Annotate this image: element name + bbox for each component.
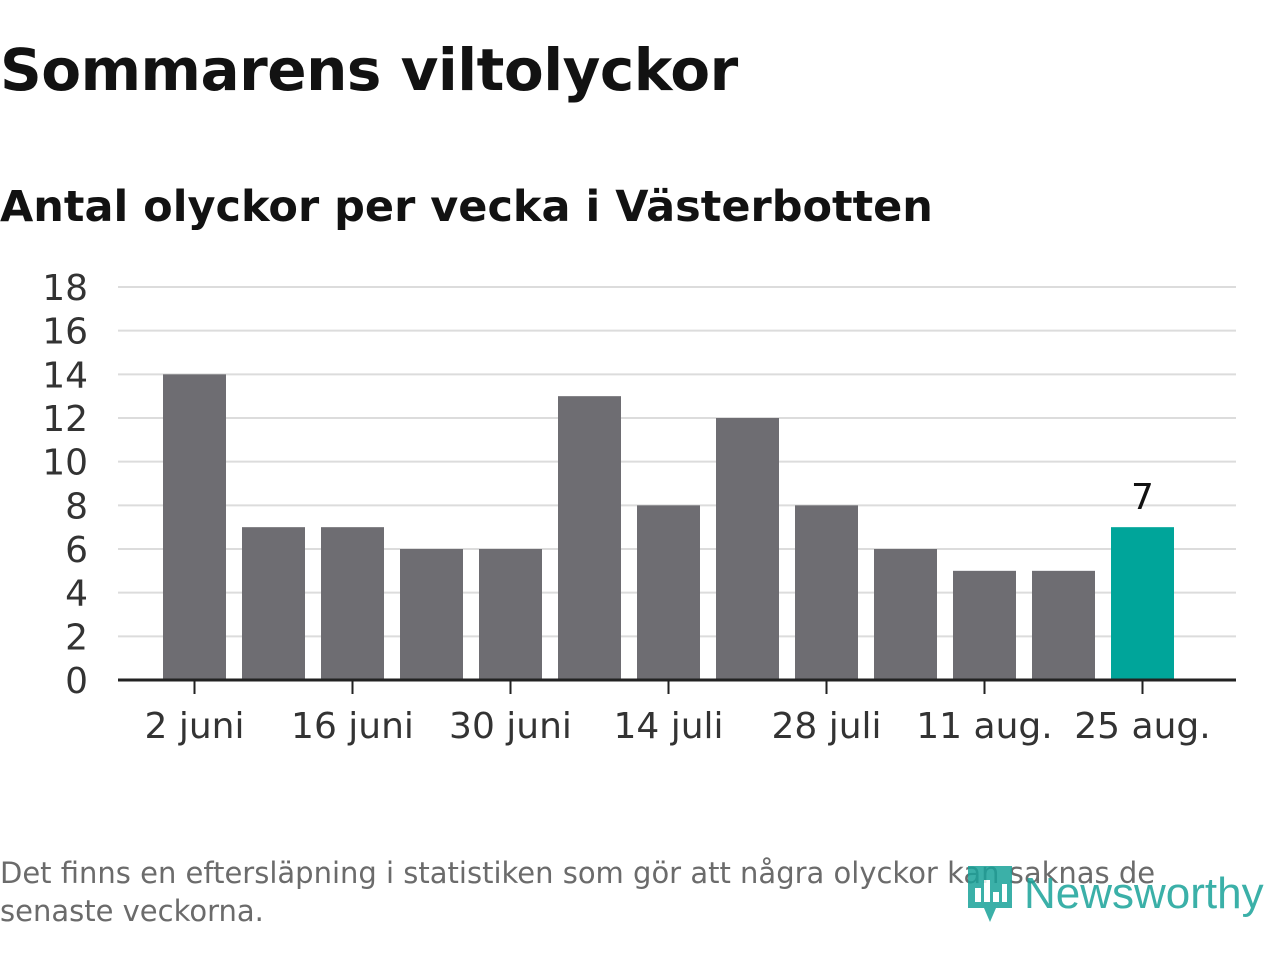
bar (637, 505, 700, 680)
x-tick-label: 30 juni (449, 706, 572, 747)
footnote: Det finns en eftersläpning i statistiken… (0, 856, 1156, 928)
y-tick-label: 6 (65, 530, 88, 571)
bar (400, 549, 463, 680)
data-label: 7 (1131, 477, 1154, 518)
bar (795, 505, 858, 680)
bar (716, 418, 779, 680)
chart-title: Sommarens viltolyckor (0, 36, 738, 104)
x-tick-label: 25 aug. (1074, 706, 1210, 747)
y-tick-label: 18 (42, 268, 88, 309)
bar (953, 570, 1016, 680)
newsworthy-logo: Newsworthy (964, 862, 1264, 926)
y-tick-label: 14 (42, 355, 88, 396)
x-tick-label: 28 juli (771, 706, 881, 747)
bar (874, 549, 937, 680)
bar-chart-pin-icon (968, 866, 1012, 922)
y-tick-label: 12 (42, 399, 88, 440)
x-tick-label: 14 juli (613, 706, 723, 747)
y-tick-label: 0 (65, 661, 88, 702)
x-tick-label: 16 juni (291, 706, 414, 747)
bar (321, 527, 384, 680)
bar (163, 374, 226, 680)
bar (242, 527, 305, 680)
bar (1111, 527, 1174, 680)
x-tick-label: 2 juni (145, 706, 245, 747)
x-tick-label: 11 aug. (916, 706, 1052, 747)
chart-subtitle: Antal olyckor per vecka i Västerbotten (0, 182, 933, 232)
y-tick-label: 16 (42, 312, 88, 353)
data-labels: 7 (1131, 477, 1154, 518)
bar (558, 396, 621, 680)
brand-name: Newsworthy (1024, 869, 1264, 918)
y-tick-label: 4 (65, 574, 88, 615)
y-tick-label: 2 (65, 617, 88, 658)
bar (1032, 570, 1095, 680)
x-axis-ticks: 2 juni 16 juni 30 juni 14 juli 28 juli 11 aug… (145, 680, 1211, 747)
y-tick-label: 8 (65, 486, 88, 527)
y-tick-label: 10 (42, 443, 88, 484)
bars (163, 374, 1174, 680)
bar (479, 549, 542, 680)
